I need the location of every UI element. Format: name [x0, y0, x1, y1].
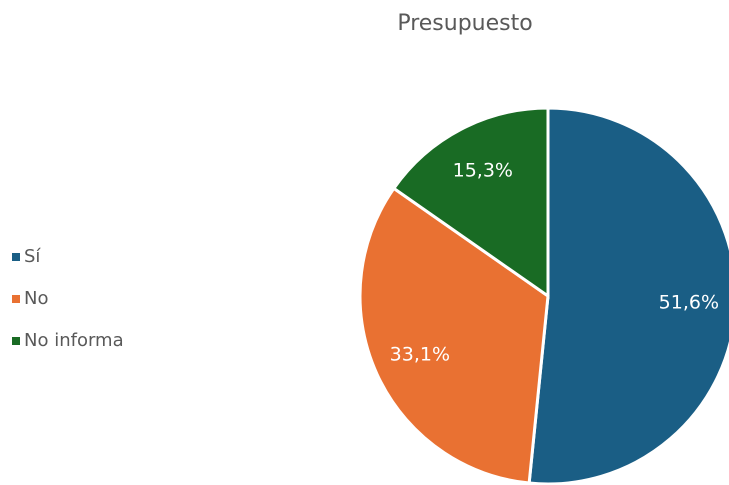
pie-slice — [527, 106, 729, 485]
data-label: 15,3% — [453, 159, 513, 181]
legend-label: No informa — [24, 330, 124, 351]
pie-slice — [391, 106, 550, 299]
legend-label: No — [24, 288, 48, 309]
legend-swatch — [12, 337, 20, 345]
data-label: 33,1% — [390, 343, 450, 365]
legend-swatch — [12, 253, 20, 261]
data-label: 51,6% — [659, 292, 719, 314]
legend-swatch — [12, 295, 20, 303]
pie-slice — [358, 186, 550, 485]
chart-title: Presupuesto — [397, 11, 532, 36]
legend-label: Sí — [24, 246, 41, 267]
